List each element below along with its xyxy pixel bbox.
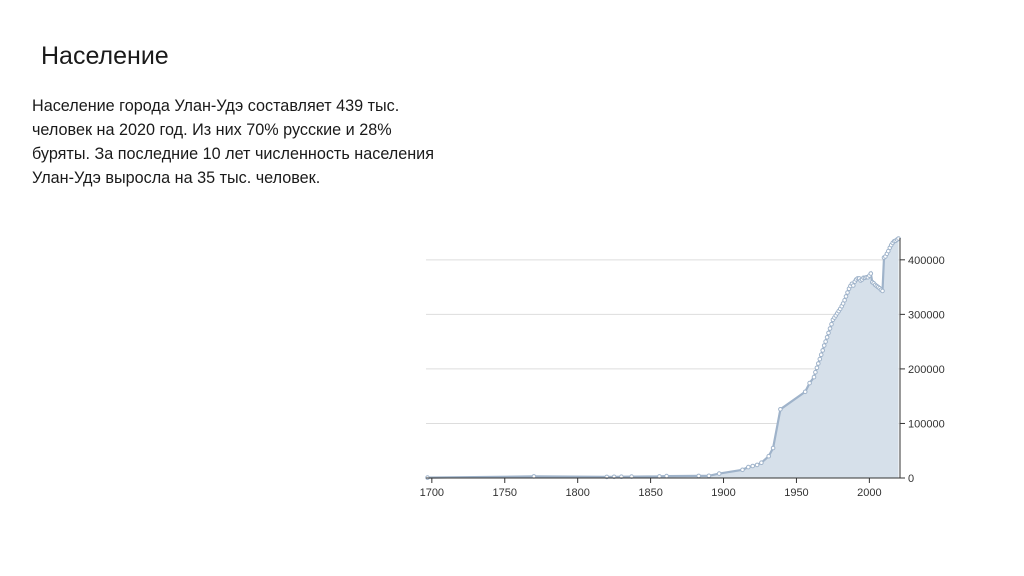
population-chart: 1700 1750 1800 1850 1900 1950 2000 0 100000 20000… <box>414 232 984 512</box>
data-point-1967 <box>818 352 824 357</box>
data-point-1966 <box>817 356 823 362</box>
data-point-1969 <box>821 343 827 348</box>
data-point-1963 <box>813 369 818 375</box>
data-point-1984 <box>843 294 849 299</box>
data-point-1959 <box>807 380 812 386</box>
data-point-1972 <box>826 330 831 336</box>
data-point-1974 <box>829 321 834 327</box>
data-point-1973 <box>827 326 833 331</box>
data-point-1985 <box>845 290 850 295</box>
population-area <box>427 238 899 478</box>
data-point-1971 <box>824 335 830 340</box>
y-tick-label-200000: 200000 <box>908 364 945 376</box>
y-tick-label-300000: 300000 <box>908 309 945 321</box>
data-point-1965 <box>816 361 821 366</box>
y-tick-label-400000: 400000 <box>908 255 945 267</box>
data-point-1890 <box>706 473 712 479</box>
data-point-1861 <box>664 473 669 479</box>
y-tick-label-100000: 100000 <box>908 418 945 430</box>
y-tick-label-0: 0 <box>908 473 914 485</box>
data-point-1926 <box>759 460 764 465</box>
data-point-1970 <box>823 339 828 344</box>
data-point-1917 <box>746 464 751 470</box>
data-point-1931 <box>766 453 772 459</box>
population-chart-svg: 1700 1750 1800 1850 1900 1950 2000 0 100000 20000… <box>420 236 945 499</box>
x-tick-label-1850: 1850 <box>638 487 662 499</box>
data-point-1934 <box>770 445 776 451</box>
data-point-1923 <box>754 462 760 468</box>
data-point-1956 <box>802 389 808 395</box>
x-tick-label-1900: 1900 <box>711 487 735 499</box>
x-tick-label-1700: 1700 <box>420 487 444 499</box>
data-point-1989 <box>851 283 856 288</box>
data-point-2001 <box>868 271 874 276</box>
data-point-1913 <box>740 467 745 473</box>
data-point-1897 <box>716 471 722 476</box>
data-point-1939 <box>778 407 783 412</box>
data-point-1920 <box>750 463 756 469</box>
x-tick-label-1800: 1800 <box>565 487 589 499</box>
data-point-1962 <box>811 374 817 380</box>
x-tick-label-2000: 2000 <box>857 487 881 499</box>
data-point-1883 <box>696 473 702 479</box>
data-point-1968 <box>820 348 826 353</box>
data-point-1964 <box>814 365 820 371</box>
slide-title: Население <box>41 42 169 70</box>
slide-body-text: Население города Улан-Удэ составляет 439… <box>32 97 434 187</box>
data-point-2009 <box>880 288 885 294</box>
x-tick-label-1750: 1750 <box>493 487 517 499</box>
data-point-1983 <box>842 297 847 303</box>
x-tick-label-1950: 1950 <box>784 487 808 499</box>
